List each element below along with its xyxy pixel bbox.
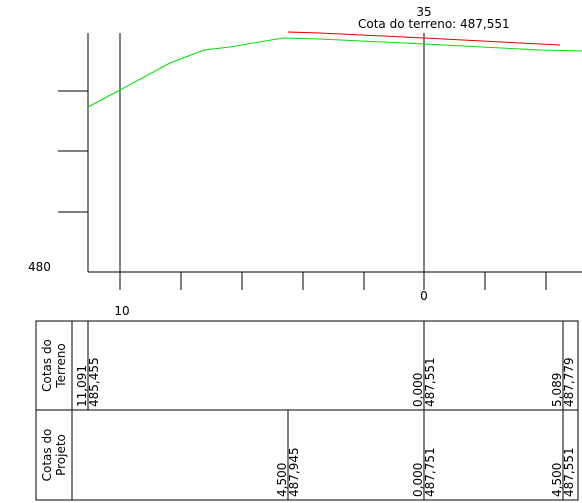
cell-value: 0,000 xyxy=(411,463,425,497)
row-header: Cotas do xyxy=(40,429,54,482)
cell-value: 487,945 xyxy=(287,447,301,497)
cell-value: 4,500 xyxy=(275,463,289,497)
row-header: Projeto xyxy=(54,434,68,476)
cell-value: 487,551 xyxy=(423,357,437,407)
cell-value: 5,089 xyxy=(550,373,564,407)
cell-value: 11,091 xyxy=(75,365,89,407)
terrain-line xyxy=(87,37,582,108)
row-header: Cotas do xyxy=(40,339,54,392)
cell-value: 4,500 xyxy=(550,463,564,497)
y-label: 480 xyxy=(28,260,51,274)
station-label: 35 xyxy=(416,5,431,19)
cell-value: 0,000 xyxy=(411,373,425,407)
x-label: 0 xyxy=(420,289,428,303)
project-line xyxy=(287,31,561,46)
x-label: 10 xyxy=(114,304,129,318)
cell-value: 487,751 xyxy=(423,447,437,497)
row-header: Terreno xyxy=(54,343,68,388)
cell-value: 487,779 xyxy=(562,357,576,407)
profile-axes xyxy=(58,33,582,290)
cell-value: 485,455 xyxy=(87,357,101,407)
table xyxy=(35,320,579,501)
cell-value: 487,551 xyxy=(562,447,576,497)
terrain-elevation: Cota do terreno: 487,551 xyxy=(358,17,510,31)
